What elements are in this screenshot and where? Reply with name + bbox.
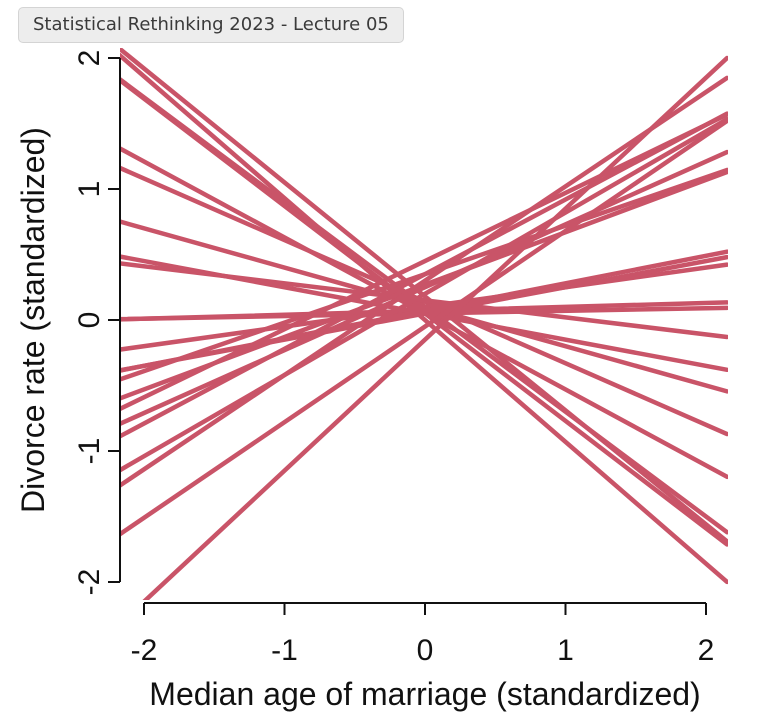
fitted-lines xyxy=(120,48,728,600)
x-tick-label: 2 xyxy=(698,634,715,667)
x-tick-label: -2 xyxy=(131,634,158,667)
fitted-line-12 xyxy=(120,262,728,352)
fitted-line-19 xyxy=(120,75,728,489)
fitted-line-23 xyxy=(142,55,728,600)
x-axis-title: Median age of marriage (standardized) xyxy=(149,676,700,712)
x-axis: -2 -1 0 1 2 xyxy=(131,602,715,667)
fitted-line-22 xyxy=(120,149,728,427)
x-tick-label: 0 xyxy=(417,634,434,667)
y-tick-label: -2 xyxy=(73,569,106,596)
y-tick-label: 1 xyxy=(73,181,106,198)
window-title: Statistical Rethinking 2023 - Lecture 05 xyxy=(18,7,404,43)
fitted-line-14 xyxy=(120,249,728,373)
y-axis-title: Divorce rate (standardized) xyxy=(15,127,51,513)
fitted-line-17 xyxy=(120,112,728,412)
fitted-line-21 xyxy=(120,116,728,473)
y-tick-label: -1 xyxy=(73,438,106,465)
fitted-line-18 xyxy=(120,111,728,439)
x-tick-label: 1 xyxy=(557,634,574,667)
fitted-line-8 xyxy=(120,261,728,340)
y-tick-label: 0 xyxy=(73,312,106,329)
fitted-line-4 xyxy=(120,52,728,585)
x-tick-label: -1 xyxy=(271,634,298,667)
fitted-line-20 xyxy=(120,118,728,537)
y-tick-label: 2 xyxy=(73,50,106,67)
y-axis: -2 -1 0 1 2 xyxy=(73,50,121,596)
